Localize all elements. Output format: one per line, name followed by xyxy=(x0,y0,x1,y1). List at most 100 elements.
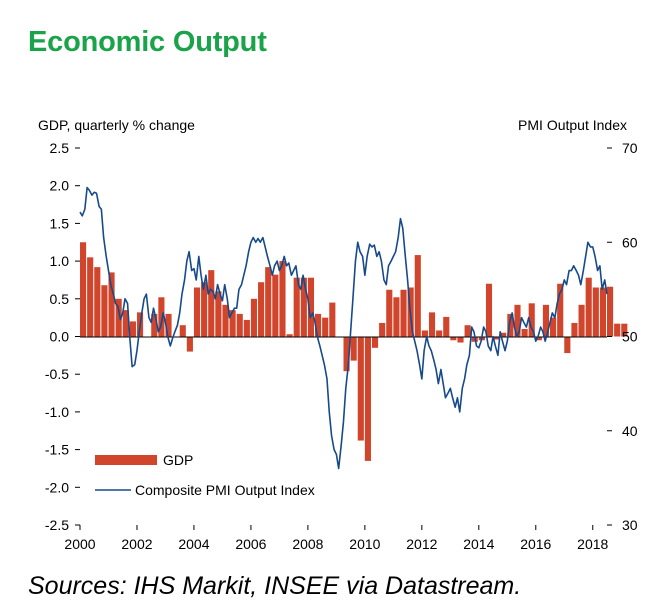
gdp-bar xyxy=(493,336,500,340)
right-axis-label: PMI Output Index xyxy=(518,117,627,133)
gdp-bar xyxy=(165,313,172,337)
right-tick-label: 40 xyxy=(622,423,638,439)
left-tick-label: 0.0 xyxy=(50,329,70,345)
legend: GDP Composite PMI Output Index xyxy=(95,452,315,498)
page-title: Economic Output xyxy=(28,26,267,58)
gdp-bar xyxy=(250,298,258,337)
gdp-bar xyxy=(421,330,428,337)
gdp-bar xyxy=(350,336,357,361)
gdp-bar xyxy=(379,322,386,337)
gdp-bar xyxy=(514,304,521,337)
right-axis: 70 60 50 40 30 xyxy=(607,140,638,533)
gdp-bar xyxy=(158,297,165,337)
gdp-bar xyxy=(286,334,293,337)
gdp-bar xyxy=(87,257,94,337)
left-tick-label: -1.5 xyxy=(45,442,69,458)
gdp-bars xyxy=(80,242,628,461)
gdp-bar xyxy=(229,310,236,337)
gdp-bar xyxy=(343,336,350,372)
left-tick-label: 2.5 xyxy=(50,140,70,156)
gdp-bar xyxy=(457,336,464,343)
gdp-bar xyxy=(550,317,557,337)
left-tick-label: 2.0 xyxy=(50,178,70,194)
gdp-bar xyxy=(279,261,286,337)
x-tick-label: 2008 xyxy=(292,536,323,552)
gdp-bar xyxy=(464,325,471,337)
pmi-line xyxy=(79,186,608,470)
x-tick-label: 2006 xyxy=(235,536,266,552)
left-tick-label: -2.5 xyxy=(45,517,69,533)
source-note: Sources: IHS Markit, INSEE via Datastrea… xyxy=(28,572,522,600)
x-tick-label: 2016 xyxy=(520,536,551,552)
gdp-bar xyxy=(322,317,329,337)
right-tick-label: 70 xyxy=(622,140,638,156)
left-tick-label: -0.5 xyxy=(45,366,69,382)
gdp-bar xyxy=(436,330,443,337)
gdp-bar xyxy=(414,255,421,337)
gdp-bar xyxy=(208,270,215,337)
x-tick-label: 2004 xyxy=(178,536,209,552)
gdp-bar xyxy=(101,285,108,337)
gdp-bar xyxy=(315,313,322,337)
gdp-bar xyxy=(236,313,243,337)
gdp-bar xyxy=(80,242,87,337)
gdp-bar xyxy=(243,319,250,337)
left-tick-label: 0.5 xyxy=(50,291,70,307)
x-tick-label: 2014 xyxy=(463,536,494,552)
gdp-bar xyxy=(599,287,606,337)
left-axis: 2.5 2.0 1.5 1.0 0.5 0.0 -0.5 -1.0 -1.5 -2.0 -2.5 xyxy=(45,140,80,533)
right-tick-label: 30 xyxy=(622,517,638,533)
left-axis-label: GDP, quarterly % change xyxy=(38,117,195,133)
gdp-bar xyxy=(621,323,628,337)
gdp-bar xyxy=(521,328,528,337)
x-tick-label: 2010 xyxy=(349,536,380,552)
gdp-bar xyxy=(115,298,122,337)
gdp-bar xyxy=(293,277,300,337)
gdp-bar xyxy=(393,297,400,337)
x-tick-label: 2012 xyxy=(406,536,437,552)
gdp-bar xyxy=(329,302,336,337)
gdp-bar xyxy=(485,283,493,337)
gdp-bar xyxy=(307,277,315,337)
gdp-bar xyxy=(443,316,450,337)
gdp-bar xyxy=(500,332,507,337)
gdp-bar xyxy=(151,313,158,337)
gdp-bar xyxy=(564,336,571,354)
gdp-bar xyxy=(201,282,208,337)
gdp-bar xyxy=(542,304,550,337)
x-tick-label: 2000 xyxy=(64,536,95,552)
gdp-bar xyxy=(428,312,436,337)
gdp-bar xyxy=(186,336,193,352)
gdp-bar xyxy=(300,277,307,337)
gdp-bar xyxy=(578,304,585,337)
x-axis: 2000 2002 2004 2006 2008 2010 2012 2014 2016 2018 xyxy=(64,525,609,552)
gdp-bar xyxy=(450,336,457,341)
gdp-bar xyxy=(122,310,129,337)
gdp-bar xyxy=(557,283,564,337)
gdp-bar xyxy=(272,274,279,337)
gdp-bar xyxy=(215,291,222,337)
gdp-bar xyxy=(528,303,535,337)
gdp-bar xyxy=(108,272,115,337)
gdp-bar xyxy=(94,267,101,337)
gdp-bar xyxy=(607,286,614,337)
gdp-bar xyxy=(386,289,393,337)
right-tick-label: 50 xyxy=(622,329,638,345)
right-tick-label: 60 xyxy=(622,234,638,250)
gdp-bar xyxy=(371,336,379,348)
gdp-bar xyxy=(364,336,371,461)
gdp-bar xyxy=(222,304,229,337)
gdp-bar xyxy=(592,287,599,337)
gdp-bar xyxy=(357,336,364,441)
legend-pmi-label: Composite PMI Output Index xyxy=(135,482,315,498)
gdp-bar xyxy=(585,277,592,337)
legend-gdp-label: GDP xyxy=(163,452,193,468)
left-tick-label: -2.0 xyxy=(45,479,69,495)
gdp-bar xyxy=(535,336,542,341)
x-tick-label: 2018 xyxy=(577,536,608,552)
gdp-bar xyxy=(614,323,621,337)
left-tick-label: -1.0 xyxy=(45,404,69,420)
gdp-bar xyxy=(193,287,201,337)
x-tick-label: 2002 xyxy=(121,536,152,552)
